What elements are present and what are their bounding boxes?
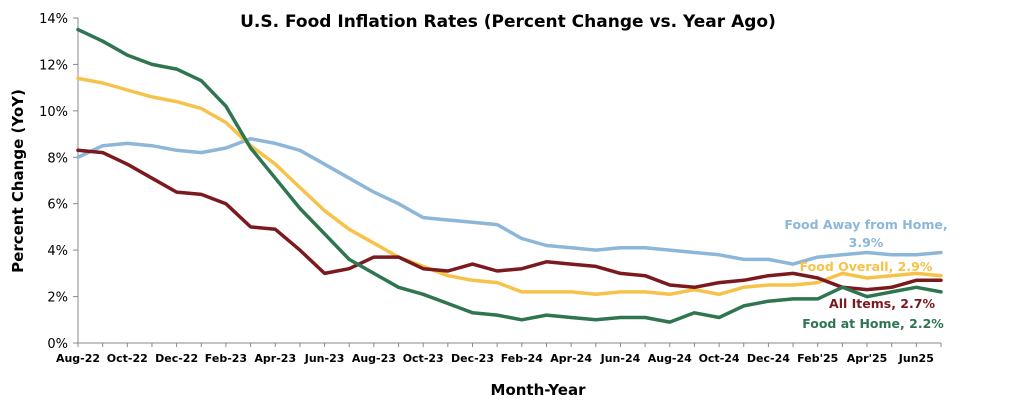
x-tick-label: Oct-24 [699, 352, 740, 365]
series-line [76, 136, 943, 266]
series-line [76, 27, 943, 324]
x-tick-label: Oct-23 [403, 352, 444, 365]
series-label-line: All Items, 2.7% [829, 296, 935, 311]
x-tick-label: Jun-23 [304, 352, 345, 365]
y-axis-label: Percent Change (YoY) [9, 89, 27, 273]
x-tick-label: Feb-24 [501, 352, 544, 365]
x-axis-label: Month-Year [491, 381, 587, 399]
x-tick-label: Dec-22 [155, 352, 198, 365]
x-tick-label: Aug-23 [352, 352, 396, 365]
series-label-line: Food at Home, 2.2% [802, 316, 944, 331]
series-label: Food Away from Home, 3.9% [784, 217, 947, 250]
axes [73, 17, 942, 347]
x-tick-label: Jun-24 [600, 352, 641, 365]
x-tick-label: Feb'25 [797, 352, 838, 365]
series-label-line: Food Overall, 2.9% [800, 259, 933, 274]
series-labels: Food Away from Home, 3.9% Food Overall, 2.… [784, 217, 947, 331]
y-tick-label: 12% [39, 58, 68, 73]
x-tick-label: Aug-22 [56, 352, 100, 365]
y-tick-label: 4% [47, 244, 68, 259]
series-label: All Items, 2.7% [829, 296, 935, 311]
series-label: Food at Home, 2.2% [802, 316, 944, 331]
x-tick-label: Feb-23 [205, 352, 247, 365]
series-line [76, 148, 943, 292]
series-label: Food Overall, 2.9% [800, 259, 933, 274]
x-tick-label: Oct-22 [107, 352, 148, 365]
tick-labels: 0% 2% 4% 6% 8% 10% 12% 14% Aug-22 Oct-22 Dec-22 Feb… [39, 12, 934, 365]
x-tick-label: Jun25 [898, 352, 934, 365]
x-tick-label: Dec-23 [451, 352, 494, 365]
series-lines [76, 27, 943, 324]
x-tick-label: Apr'25 [847, 352, 888, 365]
y-tick-label: 14% [39, 12, 68, 27]
series-label-line: 3.9% [849, 235, 884, 250]
x-tick-label: Dec-24 [747, 352, 790, 365]
series-line [76, 76, 943, 297]
y-tick-label: 2% [47, 291, 68, 306]
y-tick-label: 8% [47, 151, 68, 166]
series-label-line: Food Away from Home, [784, 217, 947, 232]
y-tick-label: 0% [47, 337, 68, 352]
x-tick-label: Aug-24 [648, 352, 692, 365]
x-tick-label: Apr-23 [254, 352, 296, 365]
y-tick-label: 10% [39, 105, 68, 120]
y-tick-label: 6% [47, 198, 68, 213]
x-tick-label: Apr-24 [550, 352, 592, 365]
chart-title: U.S. Food Inflation Rates (Percent Chang… [240, 12, 776, 32]
